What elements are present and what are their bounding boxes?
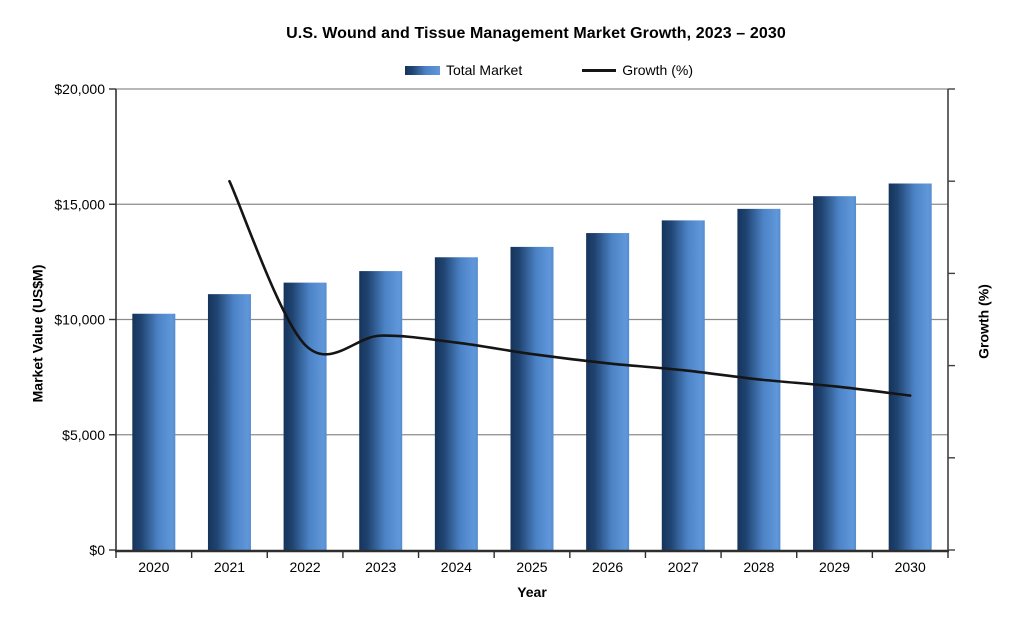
x-tick-label: 2028 [743, 559, 774, 575]
x-tick-label: 2026 [592, 559, 623, 575]
y-tick-label: $10,000 [54, 312, 105, 328]
y-tick-label: $20,000 [54, 81, 105, 97]
y-tick-label: $0 [89, 542, 105, 558]
bar-2023 [359, 271, 403, 550]
line-swatch-icon [582, 68, 617, 72]
y-tick-label: $5,000 [62, 427, 105, 443]
bar-2030 [888, 183, 932, 550]
x-tick-label: 2021 [214, 559, 245, 575]
bar-2022 [283, 282, 327, 550]
bar-swatch-icon [404, 65, 440, 75]
chart-title: U.S. Wound and Tissue Management Market … [286, 25, 786, 42]
x-tick-label: 2029 [819, 559, 850, 575]
bar-2024 [434, 257, 478, 550]
x-tick-label: 2020 [138, 559, 169, 575]
bar-2020 [132, 313, 176, 550]
growth-line [228, 179, 912, 397]
legend-item-total-market: Total Market [404, 62, 523, 78]
x-axis-title: Year [517, 584, 547, 600]
bar-2029 [813, 196, 857, 550]
x-tick-label: 2027 [668, 559, 699, 575]
bar-2027 [661, 220, 705, 550]
bar-2025 [510, 246, 554, 550]
x-tick-label: 2030 [895, 559, 926, 575]
legend-label-growth: Growth (%) [622, 62, 694, 78]
x-tick-label: 2024 [441, 559, 472, 575]
bar-2021 [207, 294, 251, 550]
x-tick-label: 2022 [290, 559, 321, 575]
x-tick-label: 2023 [365, 559, 396, 575]
legend-label-total-market: Total Market [445, 62, 523, 78]
y-tick-label: $15,000 [54, 196, 105, 212]
legend: Total Market Growth (%) [74, 61, 1024, 79]
x-tick-label: 2025 [516, 559, 547, 575]
bar-2026 [586, 233, 630, 550]
legend-item-growth: Growth (%) [582, 62, 693, 78]
